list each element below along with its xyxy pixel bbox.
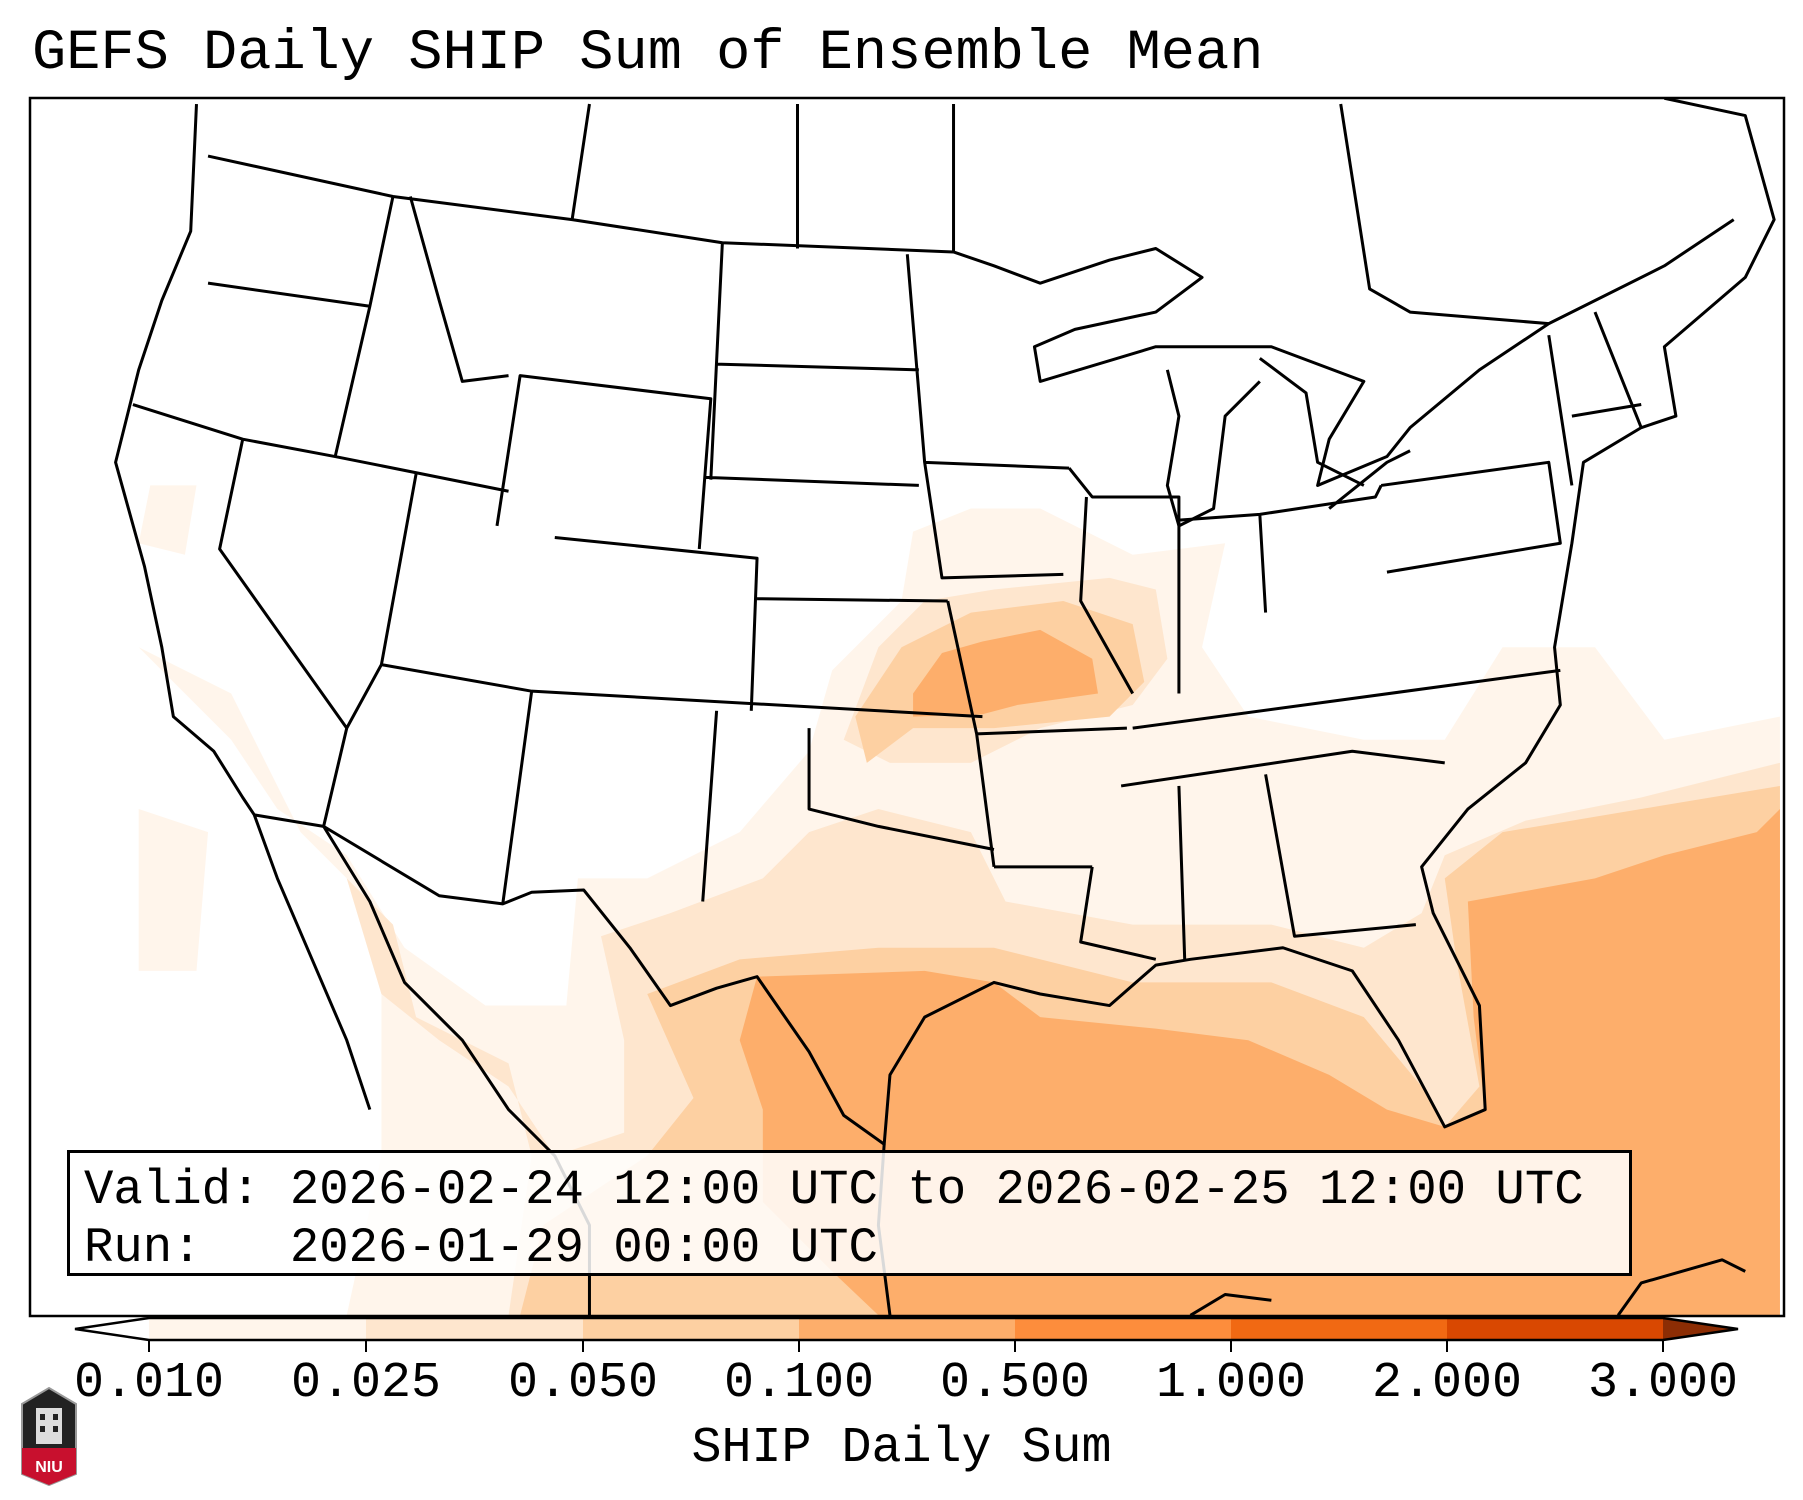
colorbar-segment (149, 1318, 366, 1340)
colorbar-segment (583, 1318, 799, 1340)
map-frame (28, 96, 1786, 1318)
colorbar-segment (366, 1318, 583, 1340)
colorbar-segment (1447, 1318, 1663, 1340)
map-area (30, 98, 1784, 1316)
colorbar-tick-label: 2.000 (1371, 1355, 1523, 1412)
svg-text:NIU: NIU (35, 1459, 63, 1476)
shade-level-4 (739, 629, 1780, 1316)
colorbar-label: SHIP Daily Sum (691, 1420, 1112, 1477)
colorbar-tick-label: 0.100 (723, 1355, 875, 1412)
colorbar-tick-label: 0.050 (507, 1355, 659, 1412)
map-title: GEFS Daily SHIP Sum of Ensemble Mean (32, 22, 1264, 86)
run-time: Run: 2026-01-29 00:00 UTC (84, 1220, 878, 1276)
valid-time: Valid: 2026-02-24 12:00 UTC to 2026-02-2… (84, 1162, 1584, 1218)
colorbar-tick-label: 0.025 (290, 1355, 442, 1412)
state-lines (132, 103, 1643, 961)
info-box: Valid: 2026-02-24 12:00 UTC to 2026-02-2… (67, 1150, 1632, 1276)
colorbar-tick-label: 0.010 (73, 1355, 225, 1412)
niu-logo: NIU (21, 1386, 77, 1486)
colorbar-tick-label: 1.000 (1155, 1355, 1307, 1412)
colorbar-segment (1015, 1318, 1231, 1340)
colorbar-tick-label: 0.500 (939, 1355, 1091, 1412)
colorbar-under-extension (75, 1318, 149, 1340)
us-coastline (114, 98, 1776, 1146)
ship-shading (138, 485, 1780, 1316)
colorbar-over-extension (1663, 1318, 1738, 1340)
colorbar-segment (799, 1318, 1015, 1340)
colorbar-ticks (148, 1340, 1664, 1352)
colorbar-segment (1231, 1318, 1447, 1340)
colorbar-tick-label: 3.000 (1587, 1355, 1739, 1412)
colorbar (74, 1316, 1739, 1352)
